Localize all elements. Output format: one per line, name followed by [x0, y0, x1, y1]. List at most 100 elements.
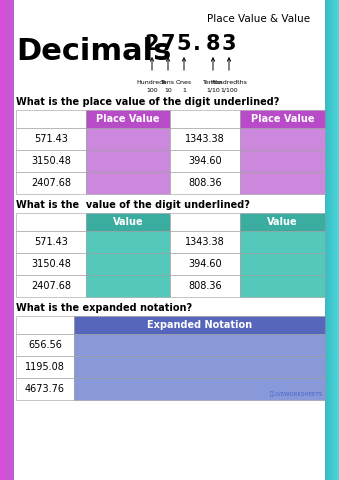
Bar	[331, 0, 332, 480]
Text: Place Value: Place Value	[96, 114, 160, 124]
Bar	[240, 128, 325, 150]
Text: 394.60: 394.60	[188, 259, 222, 269]
Text: 808.36: 808.36	[188, 281, 222, 291]
Bar	[329, 0, 330, 480]
Bar	[16, 110, 86, 128]
Bar	[170, 213, 240, 231]
Text: 1343.38: 1343.38	[185, 134, 225, 144]
Text: 100: 100	[146, 88, 158, 93]
Bar	[16, 213, 86, 231]
Bar	[170, 275, 240, 297]
Bar	[2, 0, 3, 480]
Bar	[336, 0, 337, 480]
Bar	[86, 150, 170, 172]
Text: 1343.38: 1343.38	[185, 237, 225, 247]
Bar	[240, 172, 325, 194]
Text: 🔷LIVEWORKSHEETS: 🔷LIVEWORKSHEETS	[270, 391, 323, 397]
Bar	[16, 150, 86, 172]
Bar	[334, 0, 335, 480]
Bar	[6, 0, 7, 480]
Bar	[330, 0, 331, 480]
Bar	[240, 275, 325, 297]
Text: Tens: Tens	[161, 80, 175, 85]
Bar	[8, 0, 9, 480]
Bar	[12, 0, 13, 480]
Bar	[333, 0, 334, 480]
Bar	[7, 0, 8, 480]
Bar	[74, 356, 325, 378]
Text: 4673.76: 4673.76	[25, 384, 65, 394]
Bar	[74, 378, 325, 400]
Bar	[15, 0, 16, 480]
Bar	[0, 0, 1, 480]
Bar	[240, 231, 325, 253]
Text: Hundreds: Hundreds	[137, 80, 167, 85]
Bar	[74, 334, 325, 356]
Bar	[16, 253, 86, 275]
Bar	[13, 0, 14, 480]
Text: 3: 3	[222, 34, 236, 54]
Text: 808.36: 808.36	[188, 178, 222, 188]
Bar	[240, 110, 325, 128]
Bar	[16, 334, 74, 356]
Text: 10: 10	[164, 88, 172, 93]
Bar	[170, 253, 240, 275]
Bar	[86, 231, 170, 253]
Text: 8: 8	[206, 34, 220, 54]
Bar	[10, 0, 11, 480]
Text: Value: Value	[113, 217, 143, 227]
Text: 1/100: 1/100	[220, 88, 238, 93]
Bar	[335, 0, 336, 480]
Bar	[86, 110, 170, 128]
Text: Tenths: Tenths	[203, 80, 223, 85]
Bar	[74, 316, 325, 334]
Bar	[1, 0, 2, 480]
Bar	[323, 0, 324, 480]
Text: What is the expanded notation?: What is the expanded notation?	[16, 303, 192, 313]
Bar	[170, 231, 240, 253]
Bar	[170, 172, 240, 194]
Bar	[328, 0, 329, 480]
Text: 656.56: 656.56	[28, 340, 62, 350]
Bar	[332, 0, 333, 480]
Bar	[170, 150, 240, 172]
Bar	[16, 231, 86, 253]
Text: 2: 2	[145, 34, 159, 54]
Bar	[16, 316, 74, 334]
Text: Hundredths: Hundredths	[211, 80, 247, 85]
Bar	[5, 0, 6, 480]
Text: 5: 5	[177, 34, 191, 54]
Bar	[170, 128, 240, 150]
Text: 2407.68: 2407.68	[31, 178, 71, 188]
Bar	[337, 0, 338, 480]
Text: Ones: Ones	[176, 80, 192, 85]
Text: .: .	[193, 34, 201, 54]
Bar	[86, 275, 170, 297]
Text: Value: Value	[267, 217, 298, 227]
Text: 571.43: 571.43	[34, 237, 68, 247]
Text: 2407.68: 2407.68	[31, 281, 71, 291]
Text: What is the  value of the digit underlined?: What is the value of the digit underline…	[16, 200, 250, 210]
Bar	[9, 0, 10, 480]
Text: 3150.48: 3150.48	[31, 259, 71, 269]
Text: 3150.48: 3150.48	[31, 156, 71, 166]
Bar	[86, 172, 170, 194]
Text: 7: 7	[161, 34, 175, 54]
Bar	[327, 0, 328, 480]
Bar	[16, 128, 86, 150]
Text: 1/10: 1/10	[206, 88, 220, 93]
Bar	[14, 0, 15, 480]
Text: Place Value & Value: Place Value & Value	[207, 14, 310, 24]
Bar	[321, 0, 322, 480]
Bar	[4, 0, 5, 480]
Bar	[326, 0, 327, 480]
Bar	[17, 0, 18, 480]
Text: 1: 1	[182, 88, 186, 93]
Bar	[325, 0, 326, 480]
Bar	[16, 356, 74, 378]
Bar	[86, 213, 170, 231]
Bar	[240, 150, 325, 172]
Bar	[338, 0, 339, 480]
Text: What is the place value of the digit underlined?: What is the place value of the digit und…	[16, 97, 279, 107]
Text: 1195.08: 1195.08	[25, 362, 65, 372]
